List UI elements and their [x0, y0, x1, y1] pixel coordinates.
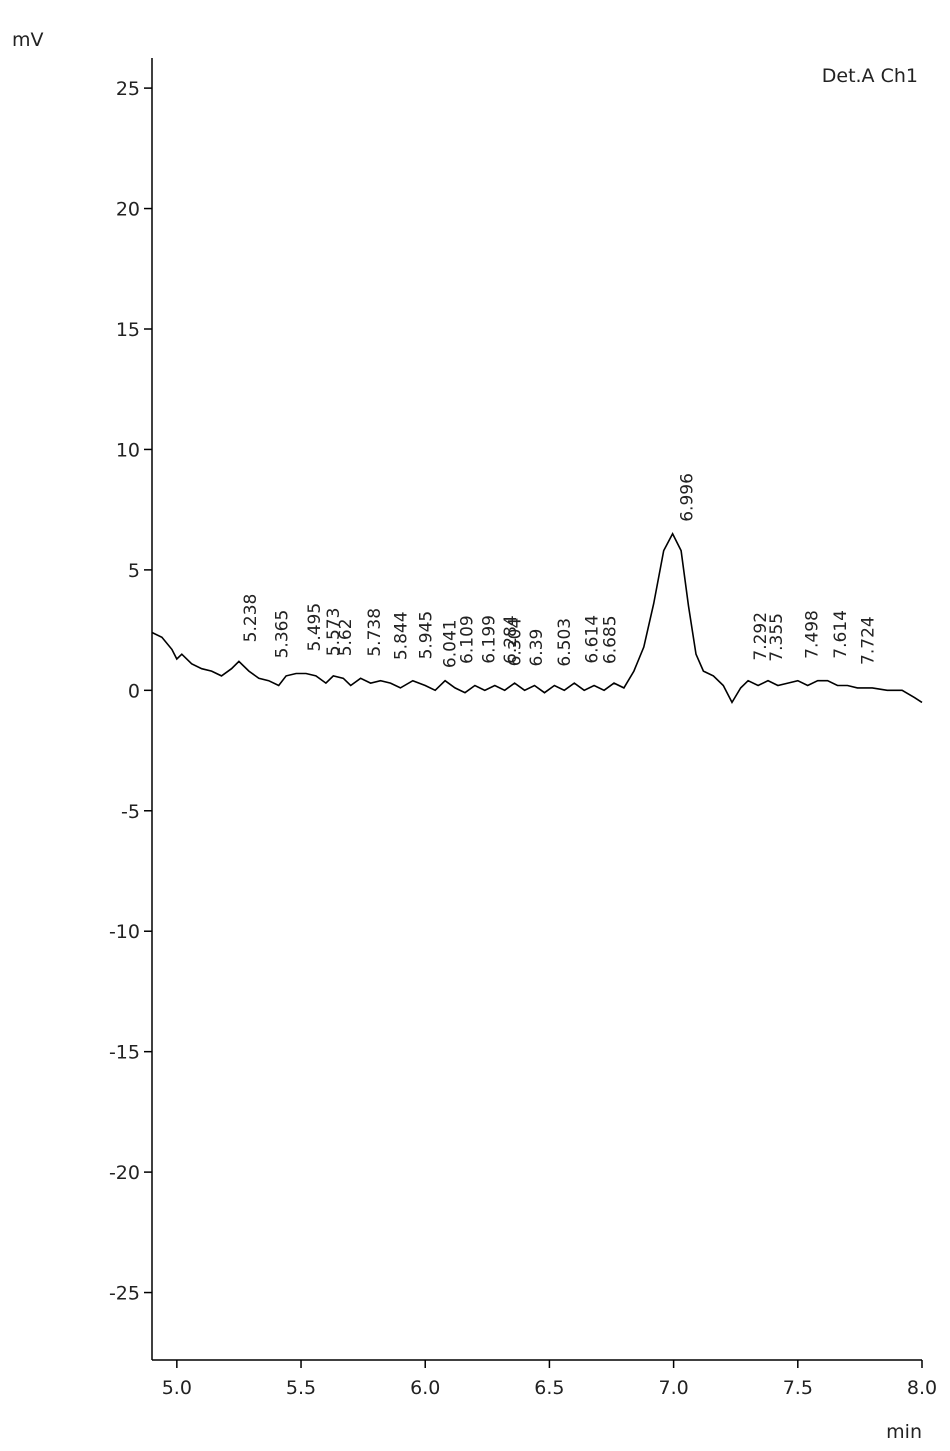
- x-tick-label: 5.0: [162, 1377, 192, 1399]
- peak-label: 6.503: [555, 618, 575, 667]
- peak-label: 7.498: [802, 610, 822, 659]
- x-tick-label: 7.0: [659, 1377, 689, 1399]
- trace: [151, 532, 923, 705]
- peak-label: 6.199: [480, 615, 500, 664]
- y-tick-label: -20: [109, 1162, 140, 1184]
- peak-label: 6.685: [600, 615, 620, 664]
- peak-label: 5.945: [417, 611, 437, 660]
- y-tick-label: -5: [121, 801, 140, 823]
- peak-label: 7.355: [767, 613, 787, 662]
- y-tick-label: 10: [116, 439, 140, 461]
- y-tick-label: 20: [116, 199, 140, 221]
- y-tick-label: 5: [128, 560, 140, 582]
- y-tick-label: 25: [116, 78, 140, 100]
- y-tick-label: 0: [128, 680, 140, 702]
- x-tick-label: 6.5: [534, 1377, 564, 1399]
- x-axis-title: min: [886, 1421, 922, 1443]
- y-tick-label: -25: [109, 1283, 140, 1305]
- y-tick-label: -10: [109, 921, 140, 943]
- x-tick-label: 5.5: [286, 1377, 316, 1399]
- y-tick-label: 15: [116, 319, 140, 341]
- peak-label: 7.724: [858, 616, 878, 665]
- peak-label: 6.39: [527, 629, 547, 667]
- peak-label: 5.365: [273, 610, 293, 659]
- x-tick-label: 6.0: [410, 1377, 440, 1399]
- peak-label: 6.614: [583, 615, 603, 664]
- y-axis-title: mV: [12, 29, 44, 51]
- peak-label: 6.284: [501, 615, 521, 664]
- peak-label: 5.573: [324, 608, 344, 657]
- y-tick-label: -15: [109, 1042, 140, 1064]
- x-tick-label: 8.0: [907, 1377, 937, 1399]
- peak-label: 6.996: [678, 473, 698, 522]
- peak-label: 5.844: [391, 611, 411, 660]
- peak-label: 5.738: [365, 608, 385, 657]
- peak-label: 7.614: [831, 610, 851, 659]
- peak-label: 5.238: [241, 594, 261, 643]
- peak-label: 6.109: [457, 615, 477, 664]
- peak-label: 5.495: [305, 603, 325, 652]
- peak-label: 6.041: [440, 619, 460, 668]
- peak-label: 6.304: [506, 618, 526, 667]
- annotation: Det.A Ch1: [822, 65, 918, 87]
- x-tick-label: 7.5: [783, 1377, 813, 1399]
- peak-label: 5.62: [336, 618, 356, 656]
- peak-label: 7.292: [751, 612, 771, 661]
